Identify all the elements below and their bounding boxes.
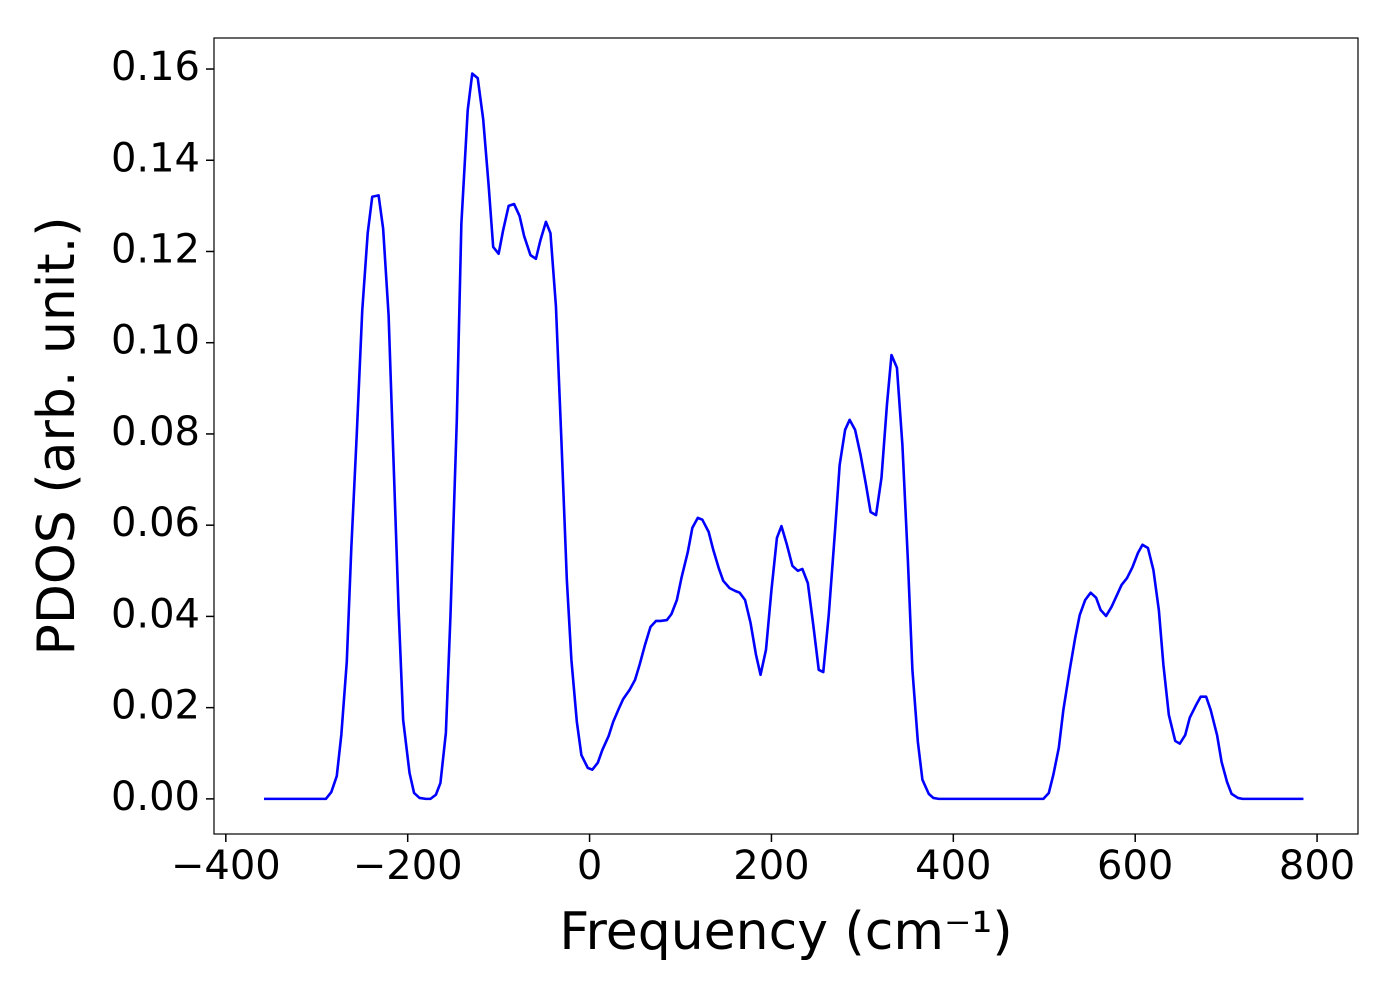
x-axis-label: Frequency (cm⁻¹)	[559, 902, 1012, 962]
x-tick-label: 200	[733, 843, 809, 889]
x-tick-label: 800	[1279, 843, 1355, 889]
x-tick-label: −200	[353, 843, 463, 889]
y-tick-label: 0.00	[111, 774, 200, 820]
y-axis-label: PDOS (arb. unit.)	[27, 216, 87, 655]
y-tick-label: 0.06	[111, 500, 200, 546]
y-tick-label: 0.08	[111, 409, 200, 455]
x-tick-label: −400	[171, 843, 281, 889]
y-tick-label: 0.16	[111, 44, 200, 90]
pdos-line	[264, 72, 1304, 801]
y-tick-label: 0.10	[111, 318, 200, 364]
y-tick-label: 0.02	[111, 683, 200, 729]
x-tick-label: 600	[1097, 843, 1173, 889]
x-tick-label: 0	[577, 843, 602, 889]
plot-frame	[213, 37, 1359, 835]
y-tick-label: 0.12	[111, 226, 200, 272]
y-tick-label: 0.14	[111, 135, 200, 181]
x-tick-label: 400	[915, 843, 991, 889]
y-tick-label: 0.04	[111, 591, 200, 637]
